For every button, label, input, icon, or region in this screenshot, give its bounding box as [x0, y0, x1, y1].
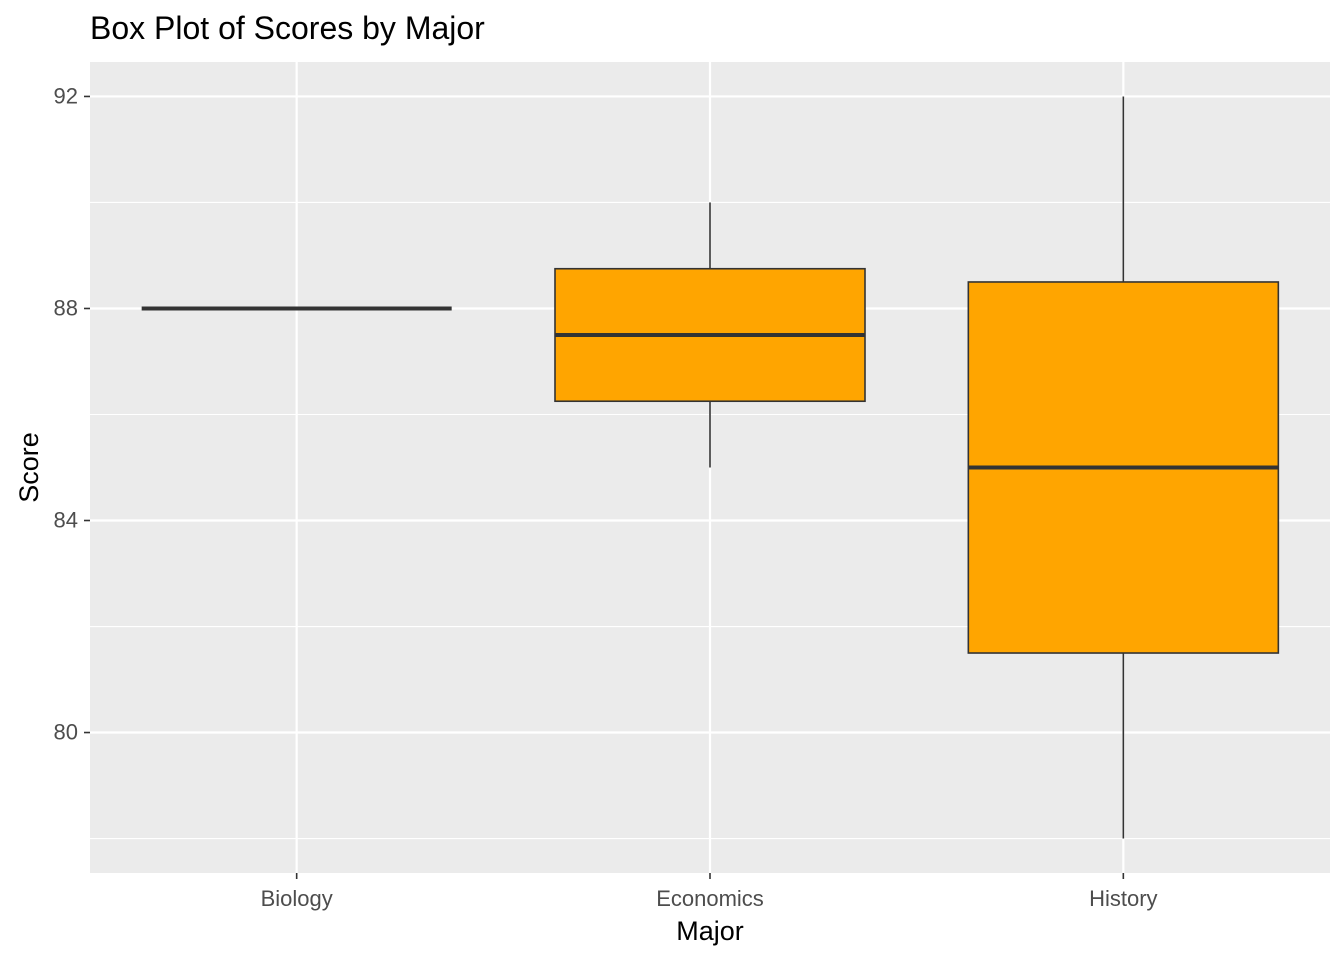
y-tick-label: 92 — [54, 83, 78, 108]
y-tick-label: 88 — [54, 295, 78, 320]
box-history — [967, 96, 1280, 839]
boxes-layer — [141, 96, 1280, 839]
x-tick-label: Economics — [656, 886, 764, 911]
x-tick-label: Biology — [261, 886, 333, 911]
y-tick-label: 80 — [54, 720, 78, 745]
x-tick-label: History — [1089, 886, 1157, 911]
y-axis-title: Score — [14, 432, 44, 503]
box-economics — [554, 202, 866, 468]
chart-title: Box Plot of Scores by Major — [90, 10, 485, 46]
y-axis: 80 84 88 92 — [54, 83, 90, 745]
y-tick-label: 84 — [54, 508, 78, 533]
x-axis: Biology Economics History — [261, 873, 1158, 911]
x-axis-title: Major — [676, 916, 744, 946]
